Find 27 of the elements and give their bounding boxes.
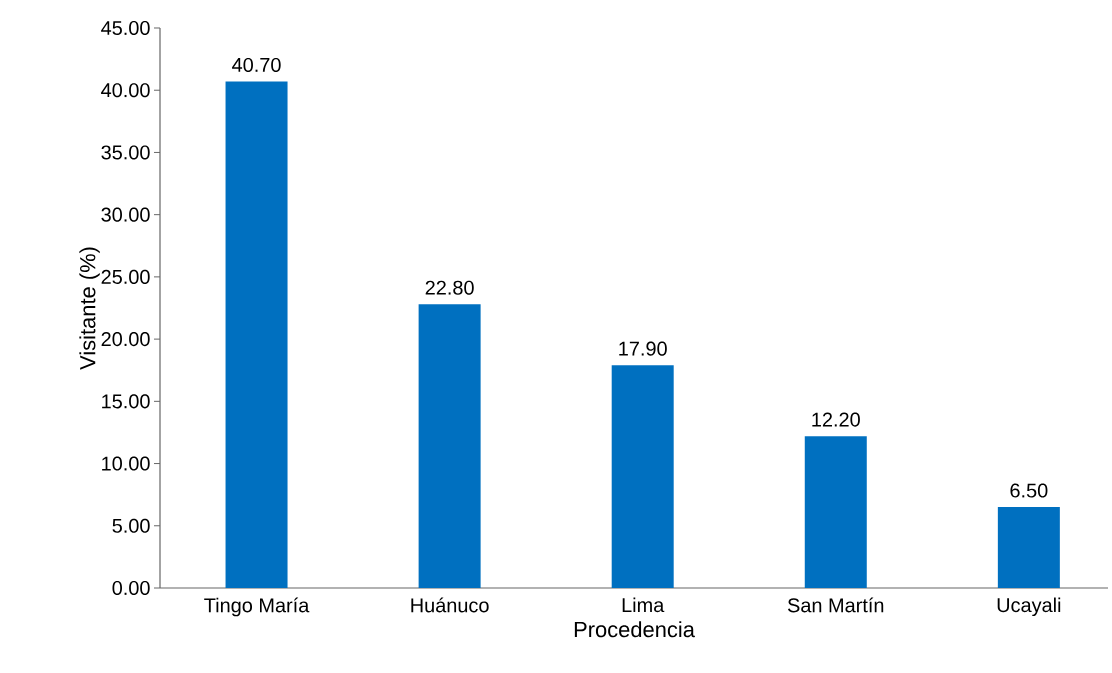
x-axis-title: Procedencia bbox=[574, 621, 695, 638]
bar bbox=[611, 365, 674, 588]
y-tick-label: 25.00 bbox=[101, 269, 150, 284]
bar bbox=[804, 436, 867, 588]
data-label: 6.50 bbox=[1010, 483, 1048, 498]
bar bbox=[997, 507, 1060, 588]
y-axis-title: Visitante (%) bbox=[79, 247, 100, 370]
x-tick-label: Huánuco bbox=[411, 597, 489, 613]
y-tick-label: 0.00 bbox=[112, 580, 150, 596]
x-tick-label: Ucayali bbox=[997, 597, 1061, 617]
data-label: 12.20 bbox=[812, 412, 860, 427]
bar bbox=[418, 304, 481, 588]
y-tick-label: 45.00 bbox=[101, 20, 150, 36]
x-tick-label: Tingo María bbox=[204, 597, 310, 617]
data-label: 17.90 bbox=[619, 341, 667, 356]
y-tick-label: 20.00 bbox=[101, 332, 150, 347]
bar bbox=[225, 81, 288, 588]
y-tick-label: 30.00 bbox=[101, 207, 150, 222]
data-label: 40.70 bbox=[232, 57, 281, 72]
y-tick-label: 10.00 bbox=[102, 456, 150, 471]
data-label: 22.80 bbox=[425, 280, 474, 295]
y-tick-label: 15.00 bbox=[102, 394, 150, 409]
x-tick-label: Lima bbox=[622, 597, 665, 613]
y-tick-label: 40.00 bbox=[101, 83, 150, 98]
x-tick-label: San Martín bbox=[787, 597, 884, 613]
y-tick-label: 5.00 bbox=[112, 518, 150, 533]
y-tick-label: 35.00 bbox=[101, 145, 150, 160]
